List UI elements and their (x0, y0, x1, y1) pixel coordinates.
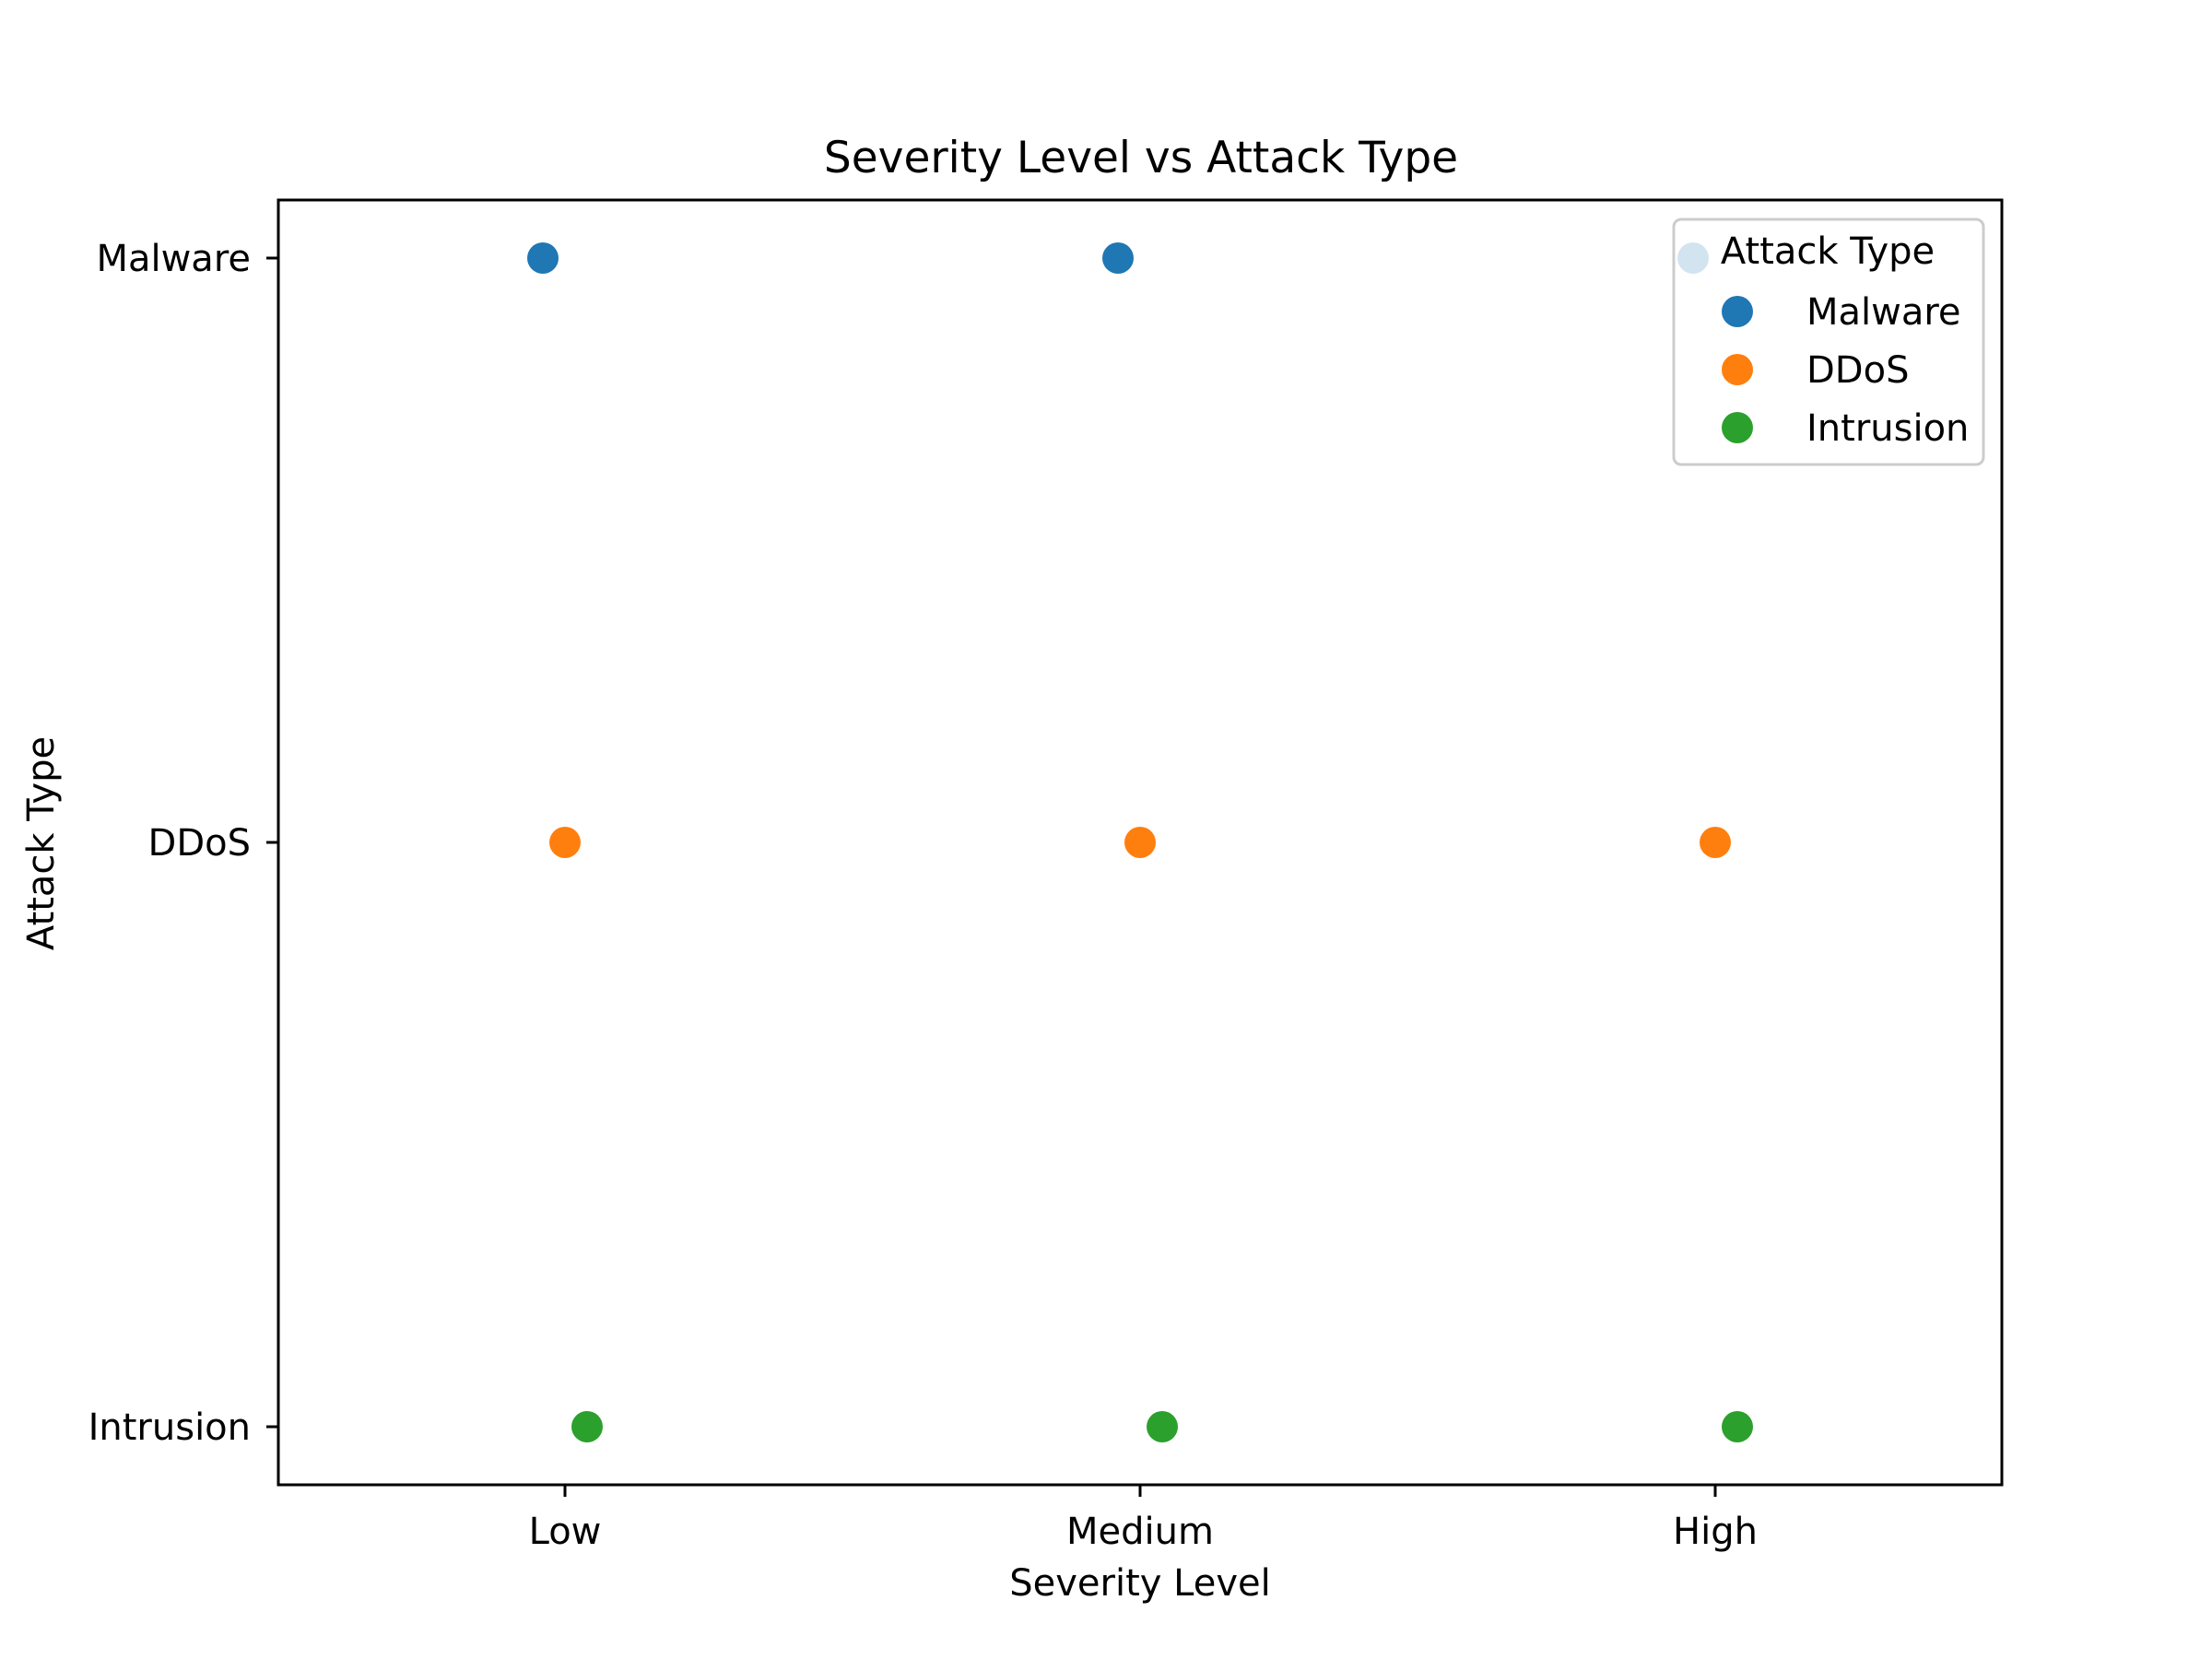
x-tick-label-high: High (1673, 1511, 1758, 1553)
point-ddos-medium (1124, 827, 1156, 858)
legend-title: Attack Type (1721, 230, 1935, 273)
legend-marker-ddos (1722, 354, 1753, 385)
y-axis: Intrusion DDoS Malware (88, 238, 278, 1449)
point-intrusion-low (571, 1411, 603, 1442)
x-tick-label-low: Low (529, 1511, 602, 1553)
y-tick-label-intrusion: Intrusion (88, 1406, 251, 1449)
legend-label-ddos: DDoS (1806, 349, 1909, 392)
legend-label-intrusion: Intrusion (1806, 407, 1969, 450)
legend-label-malware: Malware (1806, 291, 1961, 334)
point-malware-low (527, 242, 559, 274)
point-ddos-high (1700, 827, 1731, 858)
legend: Attack Type Malware DDoS Intrusion (1672, 218, 1985, 466)
y-tick-label-ddos: DDoS (148, 822, 251, 865)
legend-items: Malware DDoS Intrusion (1722, 291, 1969, 450)
legend-item-intrusion: Intrusion (1722, 407, 1969, 450)
point-intrusion-high (1722, 1411, 1753, 1442)
series-intrusion (571, 1411, 1753, 1442)
x-tick-label-medium: Medium (1066, 1511, 1214, 1553)
legend-marker-malware (1722, 296, 1753, 327)
legend-frame (1672, 218, 1985, 466)
y-tick-label-malware: Malware (96, 238, 251, 280)
x-axis-label: Severity Level (1009, 1562, 1271, 1605)
series-ddos (549, 827, 1731, 858)
y-axis-label: Attack Type (20, 736, 63, 950)
legend-item-malware: Malware (1722, 291, 1961, 334)
chart-title: Severity Level vs Attack Type (824, 133, 1458, 183)
x-axis: Low Medium High (529, 1485, 1758, 1553)
point-malware-medium (1102, 242, 1134, 274)
data-points (527, 242, 1753, 1442)
legend-item-ddos: DDoS (1722, 349, 1909, 392)
legend-marker-intrusion (1722, 412, 1753, 443)
point-intrusion-medium (1147, 1411, 1178, 1442)
point-ddos-low (549, 827, 581, 858)
